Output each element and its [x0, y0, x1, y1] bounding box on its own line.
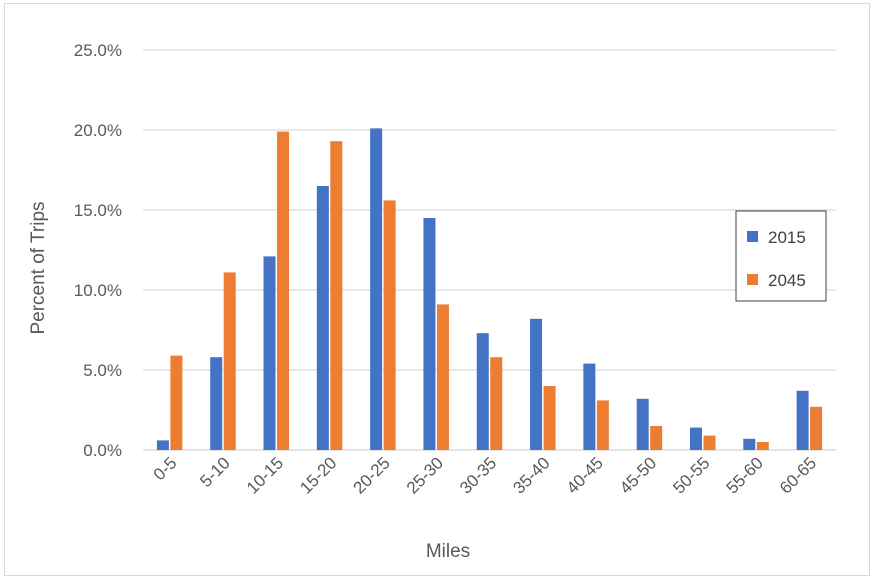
y-tick-label: 10.0% [74, 281, 122, 300]
bar-2045-50-55 [703, 436, 715, 450]
x-tick-label: 20-25 [350, 453, 394, 497]
bar-2015-30-35 [477, 333, 489, 450]
x-tick-label: 45-50 [616, 453, 660, 497]
legend: 2015 2045 [736, 211, 826, 301]
y-tick-label: 25.0% [74, 41, 122, 60]
y-axis-title: Percent of Trips [28, 201, 49, 334]
x-tick-label: 35-40 [509, 453, 553, 497]
x-tick-label: 50-55 [669, 453, 713, 497]
bars [157, 128, 822, 450]
x-tick-label: 15-20 [296, 453, 340, 497]
bar-2045-5-10 [224, 272, 236, 450]
bar-2015-35-40 [530, 319, 542, 450]
y-tick-label: 5.0% [83, 361, 122, 380]
x-tick-label: 5-10 [196, 453, 233, 490]
bar-2015-60-65 [797, 391, 809, 450]
bar-2045-60-65 [810, 407, 822, 450]
bar-2045-30-35 [490, 357, 502, 450]
bar-2015-40-45 [583, 364, 595, 450]
bar-2045-25-30 [437, 304, 449, 450]
x-tick-label: 60-65 [776, 453, 820, 497]
gridlines [143, 50, 836, 450]
x-tick-label: 30-35 [456, 453, 500, 497]
bar-2045-10-15 [277, 132, 289, 450]
bar-2045-40-45 [597, 400, 609, 450]
bar-2015-20-25 [370, 128, 382, 450]
y-tick-label: 15.0% [74, 201, 122, 220]
bar-2015-0-5 [157, 440, 169, 450]
bar-2015-25-30 [423, 218, 435, 450]
x-tick-label: 0-5 [150, 453, 181, 484]
bar-2015-45-50 [637, 399, 649, 450]
bar-2045-0-5 [170, 356, 182, 450]
x-tick-label: 10-15 [243, 453, 287, 497]
bar-2015-50-55 [690, 428, 702, 450]
y-tick-label: 0.0% [83, 441, 122, 460]
bar-2045-35-40 [544, 386, 556, 450]
bar-2045-55-60 [757, 442, 769, 450]
x-tick-label: 40-45 [563, 453, 607, 497]
y-tick-labels: 0.0% 5.0% 10.0% 15.0% 20.0% 25.0% [74, 41, 122, 460]
bar-2015-10-15 [264, 256, 276, 450]
x-tick-label: 25-30 [403, 453, 447, 497]
legend-label-2015: 2015 [768, 228, 806, 247]
x-axis-title: Miles [426, 541, 470, 562]
legend-swatch-2045 [747, 274, 758, 285]
bar-2015-15-20 [317, 186, 329, 450]
y-tick-label: 20.0% [74, 121, 122, 140]
bar-2015-5-10 [210, 357, 222, 450]
legend-label-2045: 2045 [768, 271, 806, 290]
legend-swatch-2015 [747, 231, 758, 242]
x-tick-label: 55-60 [723, 453, 767, 497]
bar-2045-15-20 [330, 141, 342, 450]
bar-2015-55-60 [743, 439, 755, 450]
bar-2045-45-50 [650, 426, 662, 450]
bar-2045-20-25 [384, 200, 396, 450]
x-tick-labels: 0-5 5-10 10-15 15-20 20-25 25-30 30-35 35-40 40-… [150, 453, 821, 497]
